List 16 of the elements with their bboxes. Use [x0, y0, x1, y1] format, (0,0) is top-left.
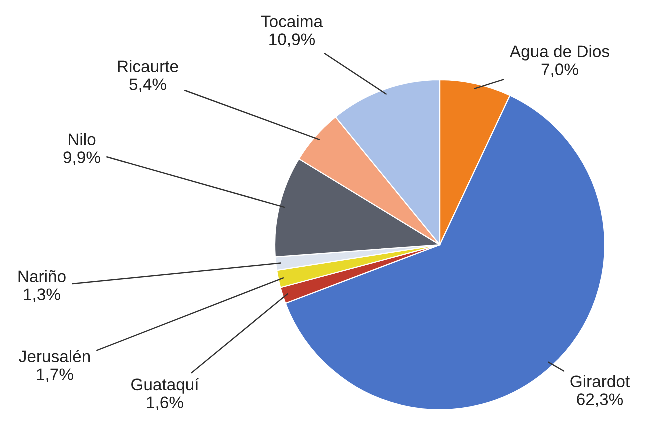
data-label: 9,9%: [64, 152, 100, 166]
slice-label: Nariño: [18, 270, 66, 282]
data-label: 1,6%: [147, 396, 184, 411]
slice-label: Tocaima: [261, 15, 324, 28]
data-label: 62,3%: [577, 394, 624, 408]
data-label: 5,4%: [130, 78, 166, 92]
data-label: 7,0%: [542, 64, 578, 78]
slice-label: Guataquí: [132, 378, 200, 394]
slice-label: Agua de Dios: [510, 45, 610, 61]
slice-label: Nilo: [69, 133, 96, 146]
slice-label: Ricaurte: [118, 60, 178, 72]
slice-label: Girardot: [570, 375, 630, 388]
data-label: 10,9%: [270, 34, 316, 48]
slice-label: Jerusalén: [19, 350, 90, 362]
data-label: 1,7%: [37, 368, 74, 382]
data-label: 1,3%: [24, 288, 60, 302]
